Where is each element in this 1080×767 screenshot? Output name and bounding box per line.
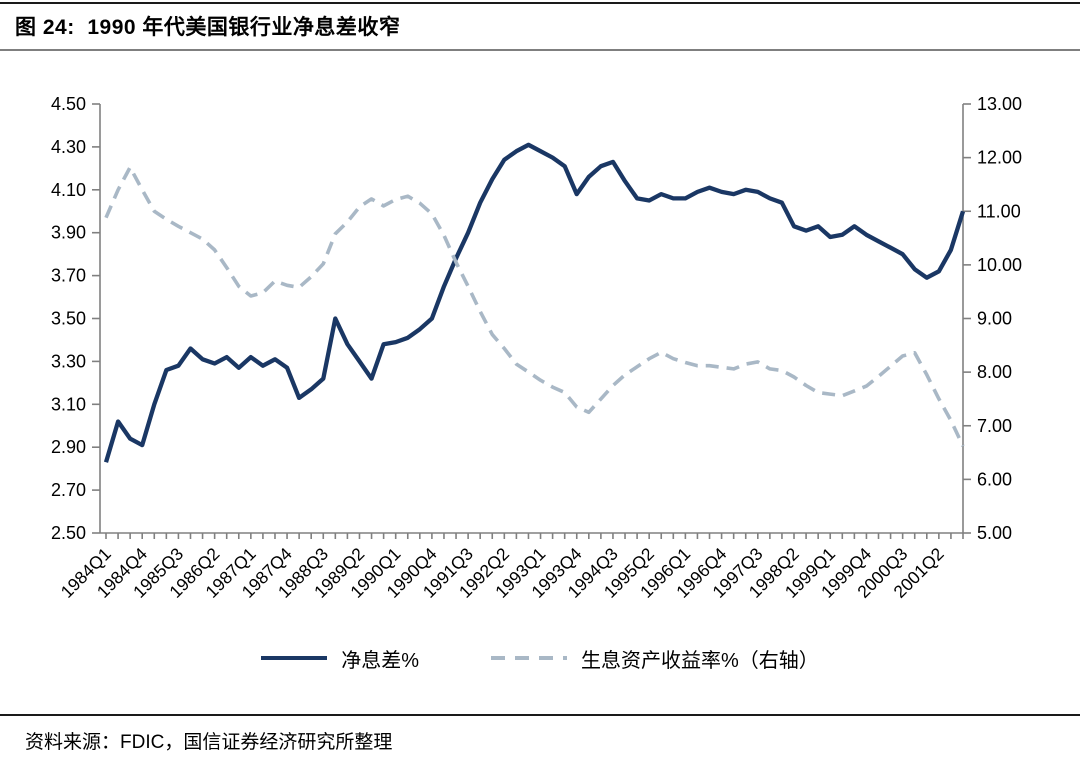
legend-item-nim: 净息差% xyxy=(261,644,419,673)
yield-line xyxy=(104,165,965,447)
y-tick-label-right: 6.00 xyxy=(977,469,1012,489)
y-tick-label-right: 7.00 xyxy=(977,416,1012,436)
source-note: 资料来源：FDIC，国信证券经济研究所整理 xyxy=(25,732,393,753)
nim-line xyxy=(103,142,966,463)
figure-title: 图 24: 1990 年代美国银行业净息差收窄 xyxy=(15,16,401,39)
y-tick-label-left: 2.50 xyxy=(51,523,86,543)
y-tick-label-right: 12.00 xyxy=(977,148,1022,168)
legend-label-yield: 生息资产收益率%（右轴） xyxy=(581,649,819,672)
y-tick-label-right: 11.00 xyxy=(977,201,1021,221)
y-tick-label-left: 3.10 xyxy=(51,394,86,414)
y-tick-label-left: 4.10 xyxy=(51,180,86,200)
y-tick-label-right: 8.00 xyxy=(977,362,1012,382)
title-rule xyxy=(0,49,1080,51)
y-tick-label-left: 3.90 xyxy=(51,223,86,243)
y-tick-label-left: 2.90 xyxy=(51,437,86,457)
y-tick-label-left: 3.70 xyxy=(51,266,86,286)
y-tick-label-left: 3.30 xyxy=(51,351,86,371)
legend-item-yield: 生息资产收益率%（右轴） xyxy=(491,644,819,673)
y-tick-label-right: 13.00 xyxy=(977,94,1022,114)
dashed-line-sample xyxy=(491,656,567,660)
y-tick-label-left: 3.50 xyxy=(51,309,86,329)
y-tick-label-right: 5.00 xyxy=(977,523,1012,543)
y-tick-label-left: 4.30 xyxy=(51,137,86,157)
y-tick-label-right: 9.00 xyxy=(977,309,1012,329)
y-tick-label-left: 4.50 xyxy=(51,94,86,114)
y-tick-label-right: 10.00 xyxy=(977,255,1022,275)
source-rule xyxy=(0,714,1080,716)
line-chart: 4.50 4.30 4.10 3.90 3.70 3.50 3.30 3.10 2.90 2.70… xyxy=(51,94,1022,602)
y-tick-label-left: 2.70 xyxy=(51,480,86,500)
chart-legend: 净息差% 生息资产收益率%（右轴） xyxy=(0,640,1080,676)
solid-line-sample xyxy=(261,656,328,660)
top-rule xyxy=(0,2,1080,4)
legend-label-nim: 净息差% xyxy=(341,649,419,672)
